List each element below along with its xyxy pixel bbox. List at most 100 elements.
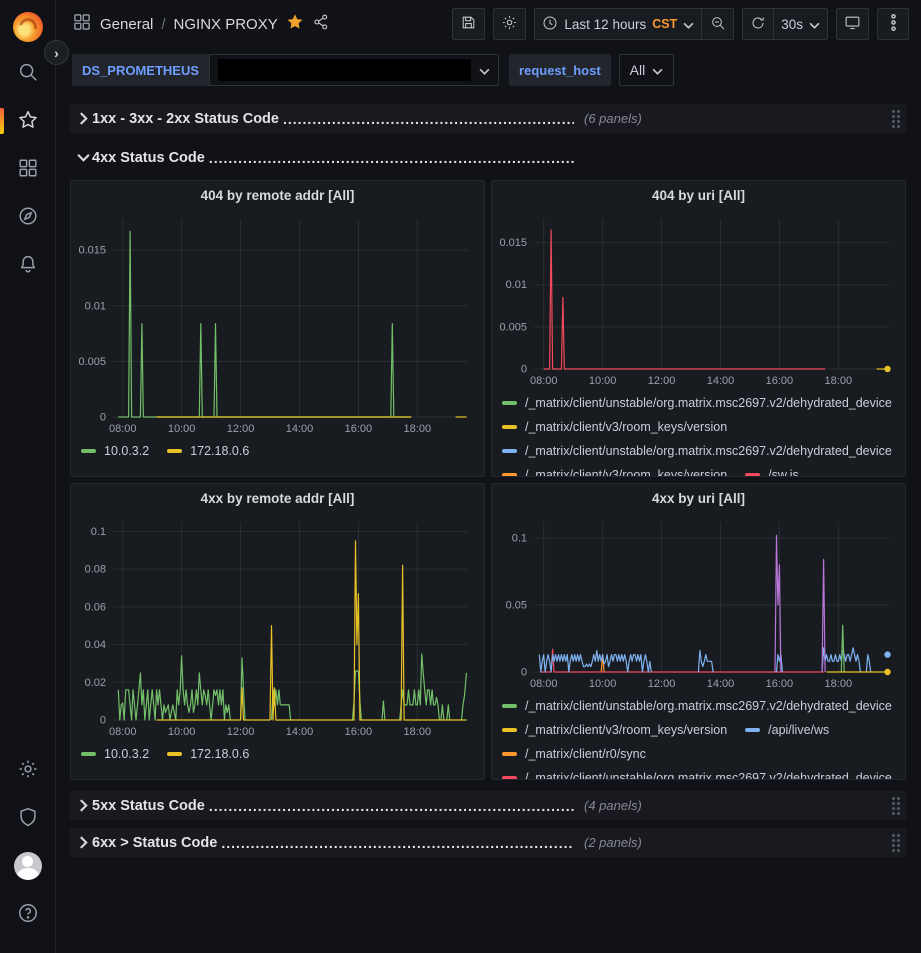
refresh-interval-picker[interactable]: 30s [774,8,828,40]
legend-swatch-icon [502,704,517,708]
row-5xx[interactable]: 5xx Status Code ........................… [70,791,906,820]
svg-text:08:00: 08:00 [530,375,558,387]
legend-item[interactable]: 172.18.0.6 [167,747,249,761]
breadcrumb-dashboard-title[interactable]: NGINX PROXY [174,16,278,33]
legend-label: /_matrix/client/unstable/org.matrix.msc2… [525,699,892,713]
search-icon [17,61,39,86]
svg-text:08:00: 08:00 [530,678,558,690]
row-drag-handle[interactable] [892,797,900,815]
time-range-label: Last 12 hours [564,17,646,32]
legend-item[interactable]: /_matrix/client/v3/room_keys/version [502,723,727,737]
sidebar-item-configuration[interactable] [0,755,56,785]
breadcrumb-section[interactable]: General [100,16,153,33]
toolbar: Last 12 hours CST [452,8,909,40]
share-icon[interactable] [312,13,330,35]
sidebar-item-search[interactable] [0,58,56,88]
legend-item[interactable]: /_matrix/client/unstable/org.matrix.msc2… [502,771,892,779]
svg-text:10:00: 10:00 [168,726,196,738]
variable-label: request_host [509,54,611,86]
time-range-picker[interactable]: Last 12 hours CST [534,8,702,40]
legend-label: /_matrix/client/unstable/org.matrix.msc2… [525,444,892,458]
sidebar-item-starred[interactable] [0,106,56,136]
legend-item[interactable]: /_matrix/client/unstable/org.matrix.msc2… [502,396,892,410]
legend-item[interactable]: 10.0.3.2 [81,444,149,458]
timeseries-chart[interactable]: 00.050.108:0010:0012:0014:0016:0018:00 [492,512,905,692]
row-title: 6xx > Status Code [92,835,217,851]
legend-item[interactable]: /_matrix/client/v3/room_keys/version [502,468,727,476]
svg-text:0.005: 0.005 [499,321,527,333]
timeseries-chart[interactable]: 00.020.040.060.080.108:0010:0012:0014:00… [71,512,484,740]
chevron-right-icon [74,112,92,125]
legend-item[interactable]: /_matrix/client/unstable/org.matrix.msc2… [502,444,892,458]
sidebar-expand-button[interactable]: › [44,40,69,65]
legend-label: /_matrix/client/unstable/org.matrix.msc2… [525,771,892,779]
sidebar-item-help[interactable] [0,899,56,929]
legend-swatch-icon [745,473,760,476]
tv-mode-button[interactable] [836,8,869,40]
legend-label: /api/live/ws [768,723,829,737]
legend-swatch-icon [167,449,182,453]
legend-item[interactable]: /sw.js [745,468,799,476]
time-picker-group: Last 12 hours CST [534,8,734,40]
sidebar-item-explore[interactable] [0,202,56,232]
timeseries-chart[interactable]: 00.0050.010.01508:0010:0012:0014:0016:00… [71,209,484,437]
chevron-right-icon [74,836,92,849]
row-dots-leader: ........................................… [209,150,574,166]
request-host-select[interactable]: All [619,54,675,86]
favorite-star-icon[interactable] [286,13,304,35]
sidebar [0,0,56,953]
apps-grid-icon[interactable] [72,12,92,36]
legend-row: /_matrix/client/unstable/org.matrix.msc2… [502,766,895,779]
svg-text:0: 0 [100,715,106,727]
legend-item[interactable]: /_matrix/client/v3/room_keys/version [502,420,727,434]
save-icon [460,14,477,34]
row-drag-handle[interactable] [892,834,900,852]
zoom-out-time-button[interactable] [702,8,734,40]
legend-item[interactable]: /_matrix/client/unstable/org.matrix.msc2… [502,699,892,713]
chart-legend: /_matrix/client/unstable/org.matrix.msc2… [492,389,905,476]
svg-text:08:00: 08:00 [109,726,137,738]
variable-request-host: request_host All [509,54,674,86]
breadcrumb: General / NGINX PROXY [72,12,330,36]
legend-item[interactable]: 10.0.3.2 [81,747,149,761]
dashboard-settings-button[interactable] [493,8,526,40]
svg-text:0.1: 0.1 [512,533,527,545]
save-dashboard-button[interactable] [452,8,485,40]
grafana-logo-icon[interactable] [13,12,43,42]
legend-swatch-icon [502,449,517,453]
clock-icon [542,15,558,34]
panel-title[interactable]: 4xx by remote addr [All] [71,484,484,512]
refresh-button[interactable] [742,8,774,40]
svg-text:0: 0 [521,364,527,376]
kebab-menu-button[interactable] [877,8,909,40]
dashboards-grid-icon [17,157,39,182]
legend-row: /_matrix/client/unstable/org.matrix.msc2… [502,694,895,718]
svg-text:0.005: 0.005 [78,356,106,368]
row-1xx-3xx-2xx[interactable]: 1xx - 3xx - 2xx Status Code ............… [70,104,906,133]
panel-title[interactable]: 404 by uri [All] [492,181,905,209]
selected-value: All [630,62,646,78]
sidebar-item-alerting[interactable] [0,250,56,280]
svg-text:10:00: 10:00 [168,423,196,435]
row-4xx[interactable]: 4xx Status Code ........................… [70,143,906,172]
legend-item[interactable]: /api/live/ws [745,723,829,737]
sidebar-item-dashboards[interactable] [0,154,56,184]
legend-item[interactable]: /_matrix/client/r0/sync [502,747,646,761]
sidebar-item-profile[interactable] [0,851,56,881]
timezone-label: CST [652,17,677,31]
datasource-select[interactable] [209,54,499,86]
panel-title[interactable]: 4xx by uri [All] [492,484,905,512]
timeseries-chart[interactable]: 00.0050.010.01508:0010:0012:0014:0016:00… [492,209,905,389]
row-drag-handle[interactable] [892,110,900,128]
svg-text:16:00: 16:00 [766,678,794,690]
svg-text:10:00: 10:00 [589,678,617,690]
legend-row: /_matrix/client/v3/room_keys/version/sw.… [502,463,895,476]
panel-title[interactable]: 404 by remote addr [All] [71,181,484,209]
sidebar-item-server-admin[interactable] [0,803,56,833]
kebab-menu-icon [891,14,896,34]
row-6xx[interactable]: 6xx > Status Code ......................… [70,828,906,857]
legend-item[interactable]: 172.18.0.6 [167,444,249,458]
legend-label: /_matrix/client/r0/sync [525,747,646,761]
refresh-interval-label: 30s [781,17,803,32]
compass-icon [17,205,39,230]
